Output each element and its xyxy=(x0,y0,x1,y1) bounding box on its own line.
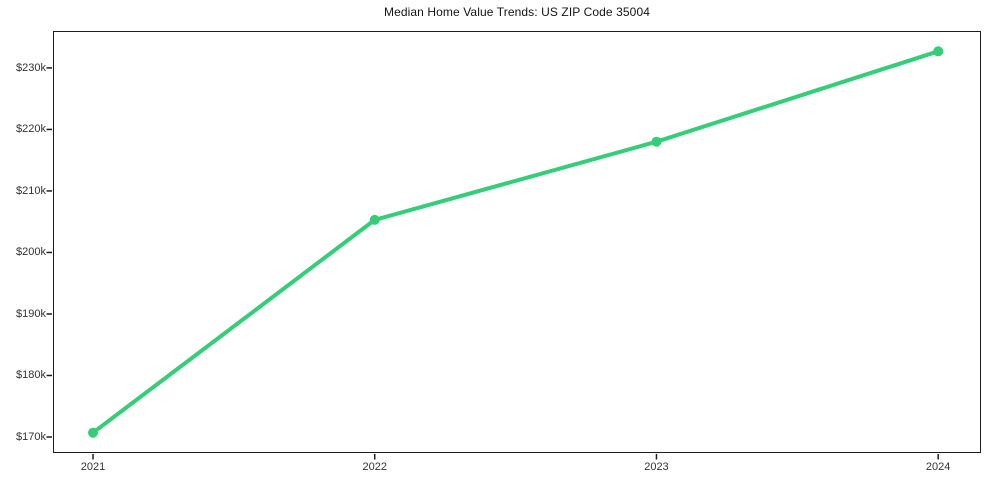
y-tick-label: $170k xyxy=(16,431,46,443)
median-value-line xyxy=(91,49,941,435)
y-tick-label: $220k xyxy=(16,123,46,136)
plot-area xyxy=(53,31,981,453)
y-tick-label: $190k xyxy=(16,307,46,320)
x-tick-label: 2024 xyxy=(925,461,951,473)
line-chart-canvas xyxy=(46,46,944,460)
y-tick-label: $200k xyxy=(16,246,46,259)
data-point xyxy=(933,46,944,57)
x-tick-label: 2022 xyxy=(362,461,387,473)
y-tick-label: $230k xyxy=(16,61,46,74)
data-point xyxy=(88,427,98,438)
data-point xyxy=(651,136,662,147)
x-tick-label: 2021 xyxy=(80,461,106,473)
x-tick-label: 2023 xyxy=(644,461,669,473)
data-point xyxy=(369,214,380,225)
y-tick-label: $180k xyxy=(16,369,46,382)
chart-title: Median Home Value Trends: US ZIP Code 35… xyxy=(383,5,650,19)
y-tick-label: $210k xyxy=(16,184,46,197)
